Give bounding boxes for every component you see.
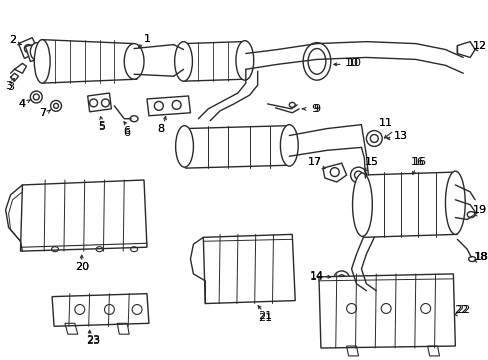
Ellipse shape [235,41,253,80]
Polygon shape [42,40,137,83]
Text: 18: 18 [473,252,487,262]
Ellipse shape [352,173,371,236]
Text: 7: 7 [39,108,46,118]
Ellipse shape [445,171,464,234]
Text: 3: 3 [7,82,14,92]
Text: 17: 17 [307,157,322,167]
Text: 5: 5 [98,122,105,132]
Text: 20: 20 [75,262,89,272]
Ellipse shape [34,40,50,83]
Polygon shape [318,274,454,348]
Text: 8: 8 [157,123,164,134]
Text: 23: 23 [86,336,101,346]
Ellipse shape [175,126,193,167]
Text: 21: 21 [258,313,272,323]
Text: 13: 13 [393,131,407,140]
Text: 14: 14 [309,272,324,282]
Ellipse shape [124,44,143,79]
Text: 13: 13 [393,131,407,140]
Polygon shape [456,42,474,58]
Polygon shape [25,42,50,62]
Text: 4: 4 [19,99,26,109]
Text: 14: 14 [309,271,324,281]
Text: 1: 1 [143,34,150,44]
Ellipse shape [280,125,298,166]
Text: 1: 1 [143,34,150,44]
Text: 15: 15 [364,157,378,167]
Text: 18: 18 [474,252,488,262]
Text: 3: 3 [5,81,12,91]
Text: 16: 16 [412,157,426,167]
Text: 22: 22 [455,306,469,315]
Polygon shape [20,180,147,251]
Text: 5: 5 [98,121,105,131]
Text: 11: 11 [378,118,392,128]
Text: 15: 15 [365,157,379,167]
Text: 7: 7 [39,108,46,118]
Polygon shape [183,42,245,81]
Text: 17: 17 [307,157,322,167]
Polygon shape [183,126,291,168]
Text: 19: 19 [472,204,486,215]
Text: 11: 11 [378,118,392,128]
Text: 6: 6 [123,127,130,138]
Text: 6: 6 [123,126,130,136]
Text: 9: 9 [313,104,320,114]
Polygon shape [361,172,456,237]
Text: 23: 23 [86,335,101,345]
Text: 19: 19 [472,204,486,215]
Ellipse shape [30,42,44,60]
Text: 22: 22 [453,306,468,315]
Text: 10: 10 [344,58,358,68]
Text: 8: 8 [157,123,164,134]
Text: 12: 12 [472,41,486,51]
Text: 12: 12 [472,41,486,51]
Polygon shape [203,234,295,303]
Text: 16: 16 [410,157,424,167]
Text: 2: 2 [9,35,16,45]
Text: 9: 9 [311,104,318,114]
Text: 21: 21 [258,311,272,321]
Text: 20: 20 [75,262,89,272]
Ellipse shape [174,42,192,81]
Text: 4: 4 [19,99,26,109]
Text: 10: 10 [347,58,361,68]
Text: 2: 2 [9,35,16,45]
Polygon shape [52,294,149,326]
